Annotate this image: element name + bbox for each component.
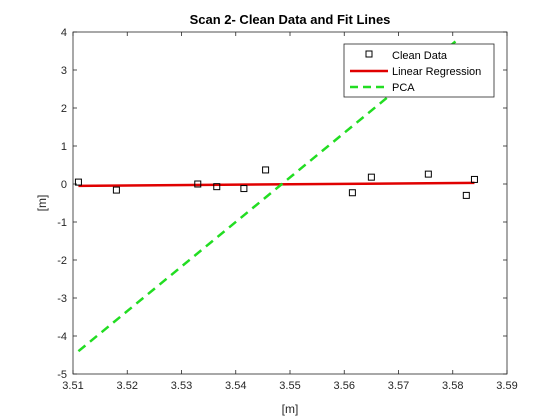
x-tick-label: 3.57 [388, 380, 409, 392]
x-tick-label: 3.59 [496, 380, 517, 392]
clean-data-point [74, 178, 82, 186]
y-tick-label: 0 [61, 179, 67, 191]
clean-data-point [262, 166, 270, 174]
y-tick-label: -3 [57, 293, 67, 305]
x-tick-label: 3.51 [62, 380, 83, 392]
legend: Clean Data Linear Regression PCA [343, 43, 495, 98]
y-tick-label: -4 [57, 331, 67, 343]
y-tick-label: -2 [57, 255, 67, 267]
clean-data-point [213, 183, 221, 191]
plot-frame [72, 31, 508, 375]
clean-data-point [112, 186, 120, 194]
legend-marker-clean-data [365, 50, 373, 58]
clean-data-point [240, 185, 248, 193]
clean-data-point [424, 170, 432, 178]
clean-data-point [462, 191, 470, 199]
y-tick-label: 3 [61, 65, 67, 77]
clean-data-point [367, 173, 375, 181]
x-axis-label: [m] [282, 402, 299, 416]
x-tick-label: 3.54 [225, 380, 246, 392]
clean-data-point [348, 189, 356, 197]
x-tick-label: 3.55 [279, 380, 300, 392]
chart-title: Scan 2- Clean Data and Fit Lines [190, 12, 391, 27]
y-tick-label: -5 [57, 369, 67, 381]
y-axis-label: [m] [35, 195, 49, 212]
legend-label-pca: PCA [392, 82, 415, 94]
x-tick-label: 3.58 [442, 380, 463, 392]
clean-data-point [470, 175, 478, 183]
legend-label-linear-regression: Linear Regression [392, 66, 481, 78]
x-tick-label: 3.53 [171, 380, 192, 392]
x-axis-ticks: 3.51 3.52 3.53 3.54 3.55 3.56 3.57 3.58 3.59 [62, 32, 518, 392]
legend-label-clean-data: Clean Data [392, 50, 448, 62]
x-tick-label: 3.56 [334, 380, 355, 392]
clean-data-point [194, 180, 202, 188]
y-tick-label: -1 [57, 217, 67, 229]
y-tick-label: 2 [61, 103, 67, 115]
linear-regression-line [78, 181, 475, 188]
x-tick-label: 3.52 [117, 380, 138, 392]
y-tick-label: 4 [61, 27, 67, 39]
y-tick-label: 1 [61, 141, 67, 153]
